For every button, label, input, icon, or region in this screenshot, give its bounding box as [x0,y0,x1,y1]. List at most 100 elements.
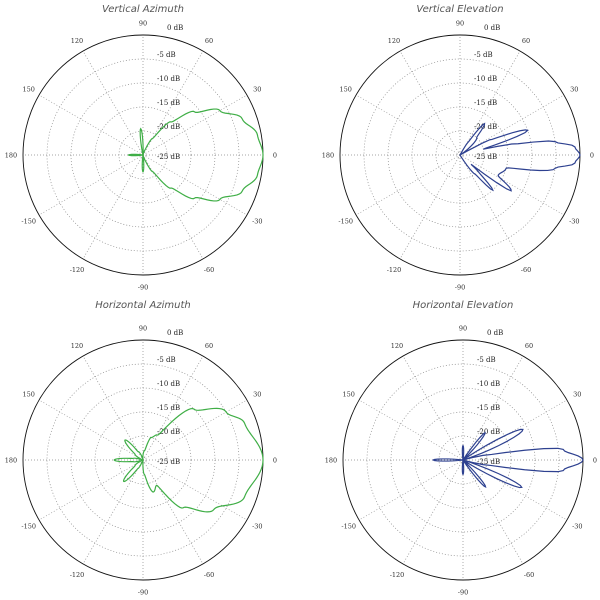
angle-tick-label: -150 [21,523,36,531]
grid-spoke [459,50,521,156]
grid-spoke [355,154,461,216]
angle-tick-label: 180 [325,457,337,465]
angle-tick-label: -150 [338,218,353,226]
grid-spoke [142,154,248,216]
grid-spoke [142,459,204,565]
grid-spoke [38,154,144,216]
grid-spoke [142,154,204,260]
ring-db-label: 0 dB [487,329,503,337]
angle-tick-label: 30 [573,391,581,399]
angle-tick-label: 0 [273,457,277,465]
angle-tick-label: 150 [22,391,34,399]
plot-title: Horizontal Elevation [413,300,514,311]
ring-db-label: -5 dB [157,356,176,364]
angle-tick-label: 30 [253,391,261,399]
angle-tick-label: 90 [139,325,147,333]
angle-tick-label: 150 [342,391,354,399]
ring-db-label: -20 dB [474,123,497,131]
angle-tick-label: 30 [253,86,261,94]
polar-plot-horizontal-elevation: Horizontal Elevation 0 30 60 90 120 150 180 -150… [325,300,597,597]
angle-tick-label: 90 [459,325,467,333]
angle-tick-label: 60 [205,342,213,350]
plot-title: Vertical Elevation [416,4,503,15]
angle-tick-label: -120 [387,266,402,274]
angle-tick-label: 120 [71,37,83,45]
angle-tick-label: -30 [572,523,582,531]
grid-spoke [402,355,464,461]
angle-tick-label: 180 [5,457,17,465]
ring-db-label: -5 dB [477,356,496,364]
angle-tick-label: -90 [138,589,148,597]
angle-tick-label: 60 [525,342,533,350]
angle-tick-label: -90 [455,284,465,292]
ring-db-label: -25 dB [477,458,500,466]
ring-db-label: 0 dB [167,24,183,32]
grid-spoke [399,154,461,260]
ring-db-label: -20 dB [157,428,180,436]
angle-tick-label: 120 [388,37,400,45]
ring-db-label: -5 dB [474,51,493,59]
angle-tick-label: 90 [456,20,464,28]
grid-spoke [462,399,568,461]
grid-spoke [358,459,464,521]
ring-db-label: -5 dB [157,51,176,59]
ring-db-label: -10 dB [474,75,497,83]
pattern-series-line [459,122,581,192]
grid-spoke [462,459,568,521]
ring-db-label: -10 dB [157,75,180,83]
grid-spoke [142,50,204,156]
ring-db-label: -10 dB [157,380,180,388]
grid-spoke [358,399,464,461]
grid-spoke [399,50,461,156]
angle-tick-label: -60 [524,571,534,579]
angle-tick-label: 180 [322,152,334,160]
angle-tick-label: 60 [205,37,213,45]
grid-spoke [82,154,144,260]
angle-tick-label: 30 [570,86,578,94]
grid-spoke [459,154,521,260]
angle-tick-label: -120 [390,571,405,579]
angle-tick-label: 90 [139,20,147,28]
angle-tick-label: 150 [339,86,351,94]
ring-db-label: 0 dB [484,24,500,32]
grid-spoke [459,94,565,156]
polar-plot-vertical-elevation: Vertical Elevation 0 30 60 90 120 150 180 -150 -1… [322,4,594,292]
polar-plot-vertical-azimuth: Vertical Azimuth 0 30 60 90 120 150 180 -150 -120… [5,4,277,292]
angle-tick-label: -90 [138,284,148,292]
grid-spoke [82,459,144,565]
angle-tick-label: -60 [521,266,531,274]
angle-tick-label: -60 [204,571,214,579]
ring-db-label: -25 dB [474,153,497,161]
grid-spoke [142,459,248,521]
angle-tick-label: -150 [21,218,36,226]
angle-tick-label: 0 [593,457,597,465]
grid-spoke [82,355,144,461]
angle-tick-label: 120 [391,342,403,350]
ring-db-label: -20 dB [477,428,500,436]
plot-title: Vertical Azimuth [102,4,184,15]
angle-tick-label: -90 [458,589,468,597]
angle-tick-label: 60 [522,37,530,45]
grid-spoke [462,459,524,565]
pattern-series-line [127,108,264,202]
polar-plot-horizontal-azimuth: Horizontal Azimuth 0 30 60 90 120 150 180 -150 -1… [5,300,277,597]
angle-tick-label: 0 [590,152,594,160]
angle-tick-label: -120 [70,571,85,579]
grid-spoke [142,355,204,461]
angle-tick-label: 150 [22,86,34,94]
angle-tick-label: -150 [341,523,356,531]
grid-spoke [402,459,464,565]
ring-db-label: -20 dB [157,123,180,131]
ring-db-label: -15 dB [157,99,180,107]
grid-spoke [38,459,144,521]
ring-db-label: -25 dB [157,153,180,161]
grid-spoke [142,399,248,461]
grid-spoke [38,94,144,156]
grid-spoke [459,154,565,216]
grid-spoke [355,94,461,156]
ring-db-label: -15 dB [474,99,497,107]
ring-db-label: -10 dB [477,380,500,388]
plot-title: Horizontal Azimuth [95,300,190,311]
ring-db-label: 0 dB [167,329,183,337]
